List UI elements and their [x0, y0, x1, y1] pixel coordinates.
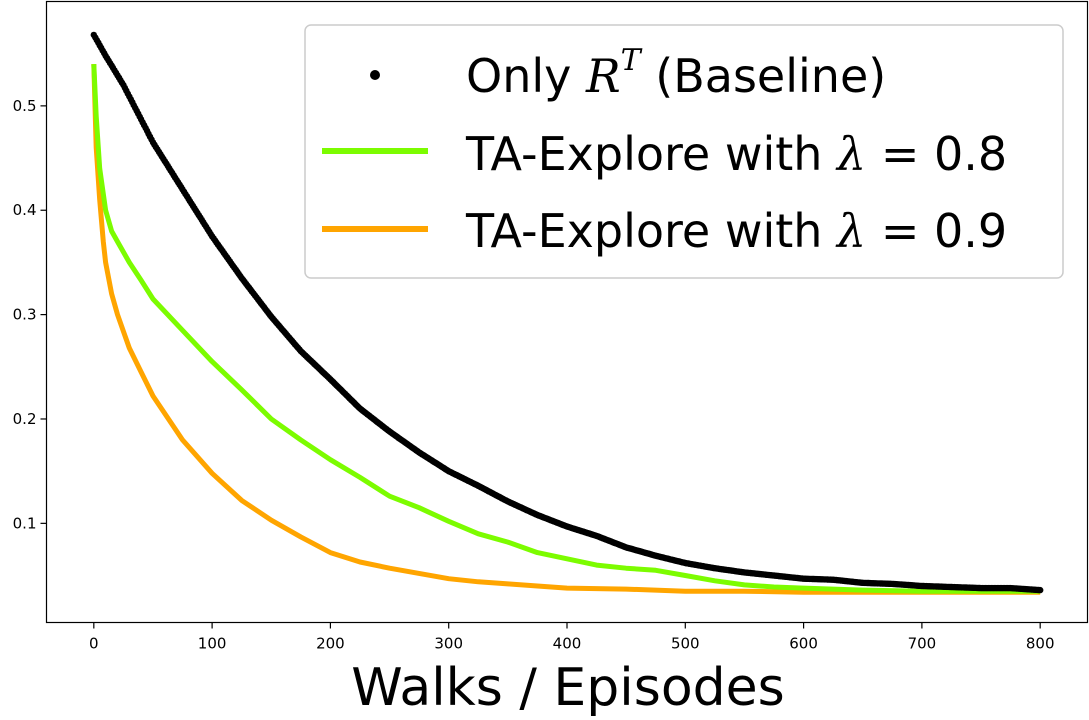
plot-marks: [90, 31, 1044, 595]
legend: Only RT (Baseline) TA-Explore with λ = 0…: [304, 24, 1064, 279]
legend-marker-baseline: [370, 70, 380, 80]
x-axis-ticks: 0 100 200 300 400 500 600 700 800: [89, 622, 1055, 653]
series-line-lambda-0-8: [91, 63, 1041, 594]
y-tick-label: 0.4: [13, 201, 37, 219]
baseline-point: [1037, 586, 1044, 594]
x-tick-label: 500: [671, 635, 700, 653]
x-tick-label: 100: [198, 635, 227, 653]
legend-entry-lambda-0-8: TA-Explore with λ = 0.8: [465, 127, 1007, 181]
y-tick-label: 0.1: [13, 514, 37, 532]
series-markers-baseline: [90, 31, 1044, 594]
x-tick-label: 200: [316, 635, 345, 653]
y-tick-label: 0.3: [13, 306, 37, 324]
x-tick-label: 800: [1026, 635, 1055, 653]
x-axis-title: Walks / Episodes: [351, 658, 785, 718]
y-tick-label: 0.5: [13, 97, 37, 115]
x-tick-label: 0: [89, 635, 99, 653]
x-tick-label: 300: [434, 635, 463, 653]
x-tick-label: 600: [789, 635, 818, 653]
legend-entry-lambda-0-9: TA-Explore with λ = 0.9: [465, 204, 1007, 258]
y-axis-ticks: 0.1 0.2 0.3 0.4 0.5: [13, 97, 47, 532]
legend-box: [304, 24, 1064, 279]
y-tick-label: 0.2: [13, 410, 37, 428]
x-tick-label: 700: [908, 635, 937, 653]
series-line-lambda-0-9: [91, 64, 1041, 595]
legend-entry-baseline: Only RT (Baseline): [466, 43, 886, 103]
x-tick-label: 400: [553, 635, 582, 653]
